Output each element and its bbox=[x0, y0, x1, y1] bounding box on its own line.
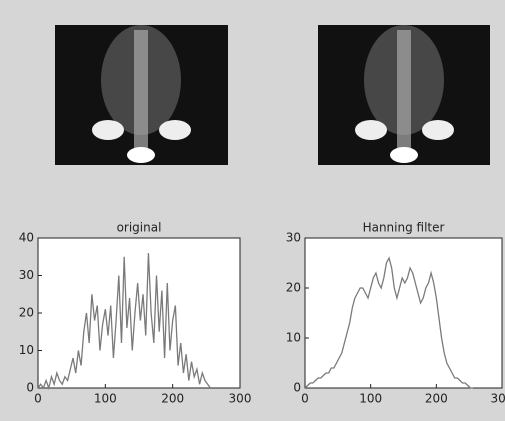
y-tick-label: 0 bbox=[293, 381, 301, 395]
ct-image-original bbox=[55, 25, 228, 165]
y-tick-label: 10 bbox=[19, 343, 34, 357]
x-tick-label: 0 bbox=[34, 392, 42, 406]
data-line bbox=[304, 256, 474, 389]
y-tick-label: 0 bbox=[26, 381, 34, 395]
x-tick-label: 0 bbox=[301, 392, 309, 406]
chart-title: original bbox=[117, 221, 162, 235]
plot-area bbox=[37, 237, 241, 389]
y-tick-label: 20 bbox=[286, 281, 301, 295]
x-tick-label: 200 bbox=[161, 392, 184, 406]
y-tick-label: 30 bbox=[19, 268, 34, 282]
x-tick-label: 300 bbox=[229, 392, 252, 406]
plot-area bbox=[304, 237, 503, 389]
x-tick-label: 100 bbox=[94, 392, 117, 406]
x-tick-label: 100 bbox=[359, 392, 382, 406]
y-tick-label: 30 bbox=[286, 231, 301, 245]
x-tick-label: 300 bbox=[491, 392, 505, 406]
x-tick-label: 200 bbox=[425, 392, 448, 406]
y-tick-label: 20 bbox=[19, 306, 34, 320]
y-tick-label: 10 bbox=[286, 331, 301, 345]
chart-title: Hanning filter bbox=[363, 221, 445, 235]
data-line bbox=[37, 252, 211, 391]
ct-image-filtered bbox=[318, 25, 490, 165]
y-tick-label: 40 bbox=[19, 231, 34, 245]
